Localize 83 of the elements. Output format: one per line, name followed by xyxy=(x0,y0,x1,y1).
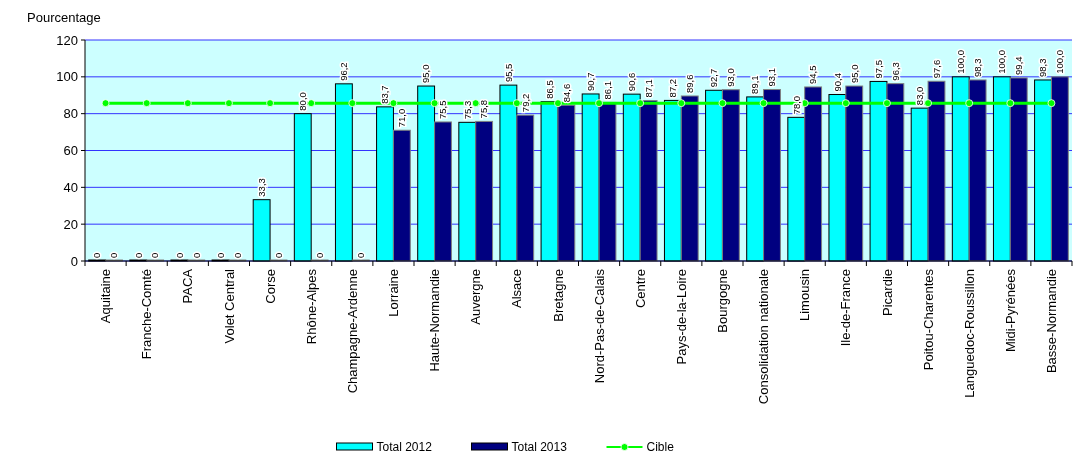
data-label: 89,6 xyxy=(684,74,696,93)
data-label: 90,4 xyxy=(831,73,843,92)
data-label: 0 xyxy=(190,252,202,258)
x-tick-label: Rhône-Alpes xyxy=(303,268,319,345)
data-label: 0 xyxy=(214,252,226,258)
data-label: 80,0 xyxy=(297,92,309,111)
x-tick-label: Midi-Pyrénées xyxy=(1002,268,1018,353)
legend-label: Cible xyxy=(646,440,675,454)
x-tick-label: Aquitaine xyxy=(98,269,114,324)
data-label: 89,1 xyxy=(749,75,761,94)
data-label: 0 xyxy=(355,252,367,258)
data-label: 83,0 xyxy=(913,86,925,106)
data-label: 96,2 xyxy=(338,62,350,81)
data-label: 90,6 xyxy=(626,72,638,92)
x-tick-label: Bretagne xyxy=(550,269,566,322)
x-tick-label: Auvergne xyxy=(468,269,484,325)
data-label: 75,8 xyxy=(478,99,490,119)
data-label: 95,0 xyxy=(420,64,432,84)
data-label: 87,1 xyxy=(642,79,654,98)
data-label: 98,3 xyxy=(1037,58,1049,77)
data-label: 99,4 xyxy=(1013,56,1025,75)
data-label: 94,5 xyxy=(807,65,819,84)
data-label: 75,3 xyxy=(461,100,473,120)
x-tick-label: Haute-Normandie xyxy=(427,269,443,372)
y-tick-label: 0 xyxy=(70,253,78,269)
data-label: 0 xyxy=(313,252,325,258)
y-tick-label: 100 xyxy=(56,69,78,85)
data-label: 79,2 xyxy=(519,93,531,113)
data-label: 0 xyxy=(91,252,103,258)
x-tick-label: Bourgogne xyxy=(714,269,730,333)
data-label: 100,0 xyxy=(1054,50,1066,74)
x-tick-label: Corse xyxy=(262,269,278,304)
x-tick-label: Champagne-Ardenne xyxy=(344,269,360,394)
data-label: 0 xyxy=(149,252,161,258)
data-label: 96,3 xyxy=(889,62,901,81)
data-label: 75,5 xyxy=(437,100,449,119)
x-tick-label: Alsace xyxy=(509,269,525,309)
data-label: 98,3 xyxy=(971,58,983,77)
x-tick-label: PACA xyxy=(180,268,196,304)
y-axis-title: Pourcentage xyxy=(27,10,101,25)
data-label: 97,5 xyxy=(872,59,884,79)
legend-label: Total 2013 xyxy=(511,440,568,454)
data-label: 95,0 xyxy=(848,64,860,84)
data-label: 100,0 xyxy=(955,50,967,74)
x-tick-label: Basse-Normandie xyxy=(1043,269,1059,374)
x-tick-label: Nord-Pas-de-Calais xyxy=(591,268,607,384)
data-label: 78,0 xyxy=(790,95,802,115)
data-label: 97,6 xyxy=(930,59,942,79)
data-label: 93,0 xyxy=(725,68,737,87)
data-label: 86,1 xyxy=(601,80,613,100)
y-tick-label: 120 xyxy=(56,32,78,48)
data-label: 87,2 xyxy=(667,78,679,98)
y-tick-label: 80 xyxy=(63,106,78,122)
data-label: 33,3 xyxy=(255,178,267,197)
legend-label: Total 2012 xyxy=(376,440,433,454)
y-tick-label: 20 xyxy=(63,216,78,232)
data-label: 0 xyxy=(231,252,243,258)
x-tick-label: Franche-Comté xyxy=(139,269,155,360)
data-label: 100,0 xyxy=(996,50,1008,74)
data-label: 93,1 xyxy=(766,68,778,87)
data-label: 0 xyxy=(272,252,284,258)
x-tick-label: Limousin xyxy=(797,269,813,322)
data-label: 90,7 xyxy=(584,72,596,91)
x-tick-label: Picardie xyxy=(879,269,895,316)
data-label: 95,5 xyxy=(502,63,514,83)
x-tick-label: Centre xyxy=(632,269,648,309)
data-label: 86,5 xyxy=(543,80,555,99)
y-tick-label: 60 xyxy=(63,143,78,159)
x-tick-label: Consolidation nationale xyxy=(756,269,772,405)
x-tick-label: Ile-de-France xyxy=(838,269,854,347)
data-label: 0 xyxy=(132,252,144,258)
data-label: 84,6 xyxy=(560,83,572,103)
x-tick-label: Volet Central xyxy=(221,268,237,344)
x-tick-label: Lorraine xyxy=(385,269,401,317)
data-label: 71,0 xyxy=(396,108,408,128)
x-tick-label: Poitou-Charentes xyxy=(920,268,936,371)
data-label: 92,7 xyxy=(708,68,720,88)
x-tick-label: Languedoc-Roussillon xyxy=(961,269,977,398)
data-label: 83,7 xyxy=(379,85,391,104)
data-label: 0 xyxy=(173,252,185,258)
x-tick-label: Pays-de-la-Loire xyxy=(673,269,689,365)
data-label: 0 xyxy=(108,252,120,258)
y-tick-label: 40 xyxy=(63,179,78,195)
